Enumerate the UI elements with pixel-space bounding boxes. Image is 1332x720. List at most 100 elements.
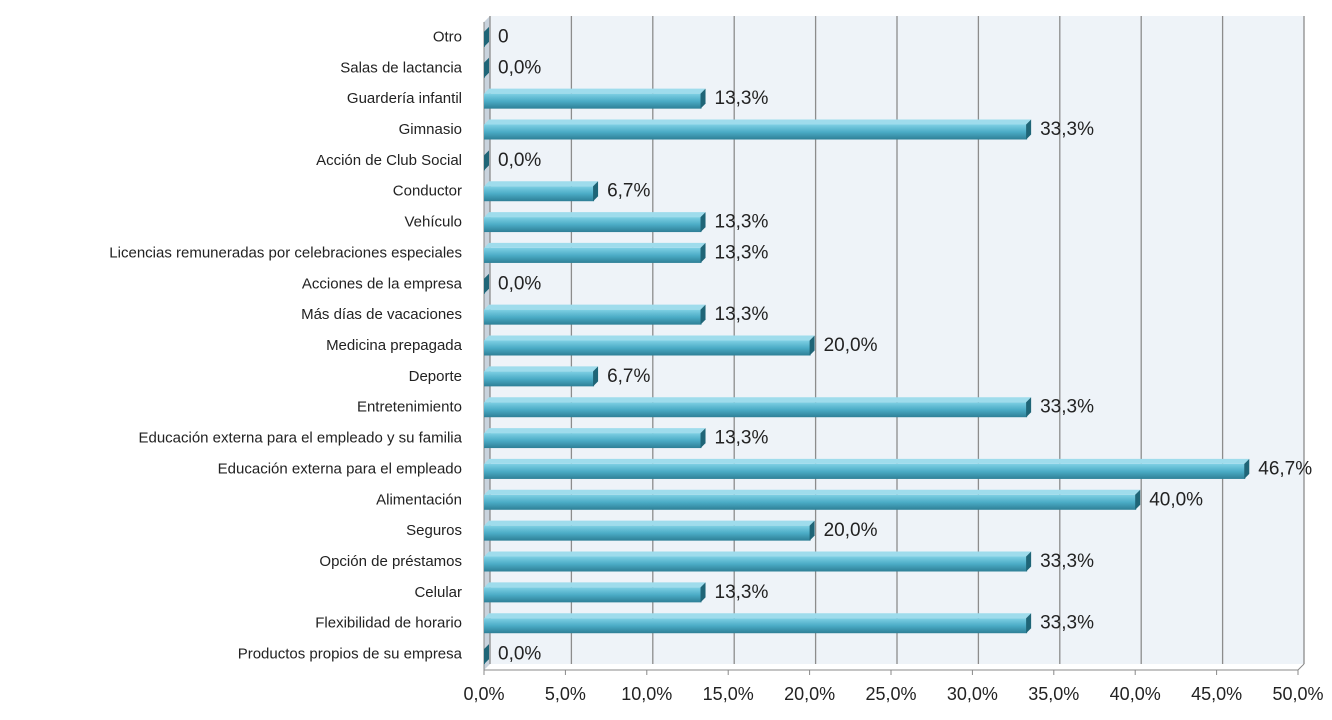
y-tick-label: Alimentación	[376, 491, 462, 508]
bar-face	[484, 489, 1141, 495]
bar-face	[1026, 613, 1032, 634]
bar	[484, 366, 599, 387]
bar-face	[484, 551, 1032, 557]
bar-face	[484, 433, 702, 449]
bar-face	[484, 525, 811, 541]
value-label: 33,3%	[1040, 613, 1094, 634]
value-label: 20,0%	[824, 520, 878, 541]
bar-face	[484, 402, 1028, 418]
bar	[484, 212, 706, 233]
bar-face	[484, 93, 702, 109]
bar-face	[484, 458, 1250, 464]
bar	[484, 551, 1032, 572]
y-tick-label: Conductor	[393, 183, 462, 200]
bar-face	[1026, 119, 1032, 140]
bar-face	[484, 556, 1028, 572]
bar-face	[484, 371, 595, 387]
y-tick-label: Celular	[414, 584, 462, 601]
y-tick-label: Flexibilidad de horario	[315, 615, 462, 632]
bar-face	[484, 644, 489, 665]
bar	[484, 428, 706, 449]
y-tick-label: Acción de Club Social	[316, 152, 462, 169]
y-tick-label: Productos propios de su empresa	[238, 646, 463, 663]
value-label: 6,7%	[607, 366, 650, 387]
value-label: 13,3%	[715, 428, 769, 449]
bar-face	[484, 186, 595, 202]
bar-face	[484, 428, 706, 434]
bar-face	[484, 57, 489, 78]
bar-face	[484, 273, 489, 294]
y-tick-label: Opción de préstamos	[319, 553, 462, 570]
y-tick-label: Salas de lactancia	[340, 59, 462, 76]
bar-face	[700, 304, 706, 325]
value-label: 20,0%	[824, 335, 878, 356]
y-tick-label: Acciones de la empresa	[302, 275, 463, 292]
bar-face	[484, 618, 1028, 634]
bar-face	[1244, 458, 1250, 479]
y-tick-label: Entretenimiento	[357, 399, 462, 416]
bar	[484, 150, 489, 171]
x-tick-label: 5,0%	[545, 684, 586, 704]
y-tick-label: Más días de vacaciones	[301, 306, 462, 323]
y-tick-label: Gimnasio	[399, 121, 462, 138]
y-tick-label: Licencias remuneradas por celebraciones …	[109, 244, 462, 261]
bar-face	[809, 335, 815, 356]
y-tick-label: Vehículo	[404, 214, 462, 231]
x-tick-label: 40,0%	[1110, 684, 1161, 704]
bar-face	[484, 124, 1028, 140]
bar-face	[1026, 551, 1032, 572]
bar	[484, 304, 706, 325]
value-label: 33,3%	[1040, 551, 1094, 572]
bar-face	[484, 247, 702, 263]
bar	[484, 397, 1032, 418]
value-label: 13,3%	[715, 242, 769, 263]
value-label: 0,0%	[498, 273, 541, 294]
bar-face	[484, 463, 1246, 479]
value-label: 13,3%	[715, 304, 769, 325]
bar	[484, 520, 815, 541]
bar	[484, 119, 1032, 140]
value-label: 40,0%	[1149, 489, 1203, 510]
x-tick-label: 35,0%	[1028, 684, 1079, 704]
y-tick-label: Guardería infantil	[347, 90, 462, 107]
x-tick-label: 25,0%	[865, 684, 916, 704]
bar-face	[484, 340, 811, 356]
y-tick-label: Educación externa para el empleado y su …	[138, 430, 462, 447]
x-tick-label: 45,0%	[1191, 684, 1242, 704]
bar-face	[484, 309, 702, 325]
y-tick-label: Medicina prepagada	[326, 337, 463, 354]
bar-face	[484, 520, 815, 526]
value-label: 0,0%	[498, 644, 541, 665]
bar	[484, 335, 815, 356]
bar-face	[484, 217, 702, 233]
bar	[484, 88, 706, 109]
y-tick-label: Seguros	[406, 522, 462, 539]
value-label: 0	[498, 26, 509, 47]
bar-face	[484, 582, 706, 588]
bar-face	[484, 397, 1032, 403]
x-tick-label: 15,0%	[703, 684, 754, 704]
bar-face	[484, 26, 489, 47]
bar-face	[700, 212, 706, 233]
value-label: 13,3%	[715, 582, 769, 603]
bar-face	[484, 181, 599, 187]
value-label: 46,7%	[1258, 458, 1312, 479]
x-tick-label: 50,0%	[1272, 684, 1323, 704]
bar	[484, 458, 1250, 479]
bar-face	[700, 428, 706, 449]
bar	[484, 489, 1141, 510]
bar	[484, 181, 599, 202]
bar-face	[484, 304, 706, 310]
bar-face	[484, 335, 815, 341]
x-tick-label: 20,0%	[784, 684, 835, 704]
bar-face	[593, 181, 599, 202]
bar	[484, 57, 489, 78]
value-label: 33,3%	[1040, 119, 1094, 140]
bar-face	[484, 212, 706, 218]
value-label: 13,3%	[715, 212, 769, 233]
y-tick-label: Deporte	[409, 368, 462, 385]
bar	[484, 273, 489, 294]
bar-face	[484, 494, 1137, 510]
bar-face	[484, 613, 1032, 619]
